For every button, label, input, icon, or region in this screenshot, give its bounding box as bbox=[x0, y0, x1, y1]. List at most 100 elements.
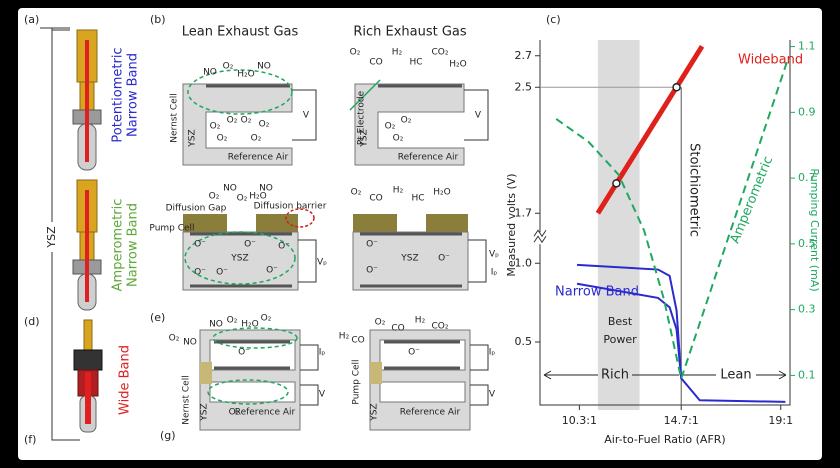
x-axis-label: Air-to-Fuel Ratio (AFR) bbox=[604, 433, 725, 446]
diagram-label: O₂ bbox=[227, 116, 238, 126]
panel-label: (b) bbox=[150, 13, 166, 26]
diagram-label: CO bbox=[351, 336, 364, 346]
diagram-label: NO bbox=[183, 338, 197, 348]
diagram-label: CO bbox=[369, 58, 382, 68]
y2-tick-label: 0.9 bbox=[798, 105, 816, 118]
diagram-title: Lean Exhaust Gas bbox=[182, 25, 299, 40]
diagram-label: O₂ bbox=[385, 122, 396, 132]
diagram-label: YSZ bbox=[200, 403, 210, 421]
marker bbox=[673, 84, 680, 91]
diagram-label: Nernst Cell bbox=[182, 375, 192, 424]
diagram-label: H₂O bbox=[241, 320, 258, 330]
diagram-label: O⁻ bbox=[278, 242, 290, 252]
series-label: Narrow Band bbox=[555, 285, 639, 300]
diagram-label: H₂O bbox=[433, 188, 450, 198]
diagram-label: HC bbox=[411, 194, 424, 204]
diagram-label: O₂ bbox=[241, 116, 252, 126]
diagram-label: O₂ bbox=[351, 188, 362, 198]
diagram-label: CO bbox=[369, 194, 382, 204]
diagram-label: CO bbox=[391, 324, 404, 334]
diagram-label: O⁻ bbox=[366, 240, 378, 250]
diagram-label: O₂ bbox=[223, 62, 234, 72]
diagram-label: O⁻ bbox=[438, 254, 450, 264]
diagram-label: CO₂ bbox=[432, 48, 449, 58]
diagram-label: YSZ bbox=[400, 254, 418, 264]
y-tick-label: 2.7 bbox=[515, 49, 533, 62]
diagram-label: O₂ bbox=[209, 192, 220, 202]
sensor-label: Amperometric bbox=[111, 199, 126, 292]
diagram-label: Iₚ bbox=[489, 348, 496, 358]
diagram-label: O₂ bbox=[350, 48, 361, 58]
diagram-label: Vₚ bbox=[317, 258, 327, 268]
diagram-label: O⁻ bbox=[194, 268, 206, 278]
diagram-label: O₂ bbox=[375, 318, 386, 328]
best-power-band bbox=[598, 40, 640, 410]
y2-tick-label: 1.1 bbox=[798, 40, 816, 53]
diagram-label: O₂ bbox=[227, 316, 238, 326]
diagram-label: H₂ bbox=[393, 186, 404, 196]
diagram-label: NO bbox=[257, 62, 271, 72]
diagram-label: H₂O bbox=[449, 60, 466, 70]
panel-label: (c) bbox=[546, 13, 561, 26]
diagram-label: O₂ bbox=[217, 134, 228, 144]
diagram-label: O₂ bbox=[169, 334, 180, 344]
diagram-label: Diffusion Gap bbox=[166, 204, 227, 214]
diagram-label: V bbox=[489, 390, 496, 400]
panel-label: (g) bbox=[160, 429, 176, 442]
sensor-label: Narrow Band bbox=[126, 203, 141, 287]
diagram-label: NO bbox=[203, 68, 217, 78]
diagram-label: Vₚ bbox=[489, 250, 499, 260]
diagram-label: O⁻ bbox=[366, 266, 378, 276]
annotation: Stoichiometric bbox=[687, 143, 702, 237]
diagram-label: Diffusion barrier bbox=[254, 202, 327, 212]
y-tick-label: 2.5 bbox=[515, 80, 533, 93]
diagram-label: Pump Cell bbox=[352, 359, 362, 404]
diagram-title: Rich Exhaust Gas bbox=[353, 25, 467, 40]
diagram-label: Reference Air bbox=[398, 153, 459, 163]
panel-label: (f) bbox=[24, 433, 36, 446]
x-tick-label: 10.3:1 bbox=[562, 414, 597, 427]
diagram-label: H₂ bbox=[339, 332, 350, 342]
series-label: Wideband bbox=[738, 53, 803, 68]
diagram-label: H₂ bbox=[415, 316, 426, 326]
y2-tick-label: 0.1 bbox=[798, 368, 816, 381]
diagram-label: NO bbox=[223, 184, 237, 194]
diagram-label: V bbox=[475, 111, 482, 121]
diagram-label: Iₚ bbox=[491, 268, 498, 278]
diagram-label: Iₚ bbox=[319, 348, 326, 358]
y-axis-label: Measured volts (V) bbox=[505, 173, 518, 276]
panel-label: (a) bbox=[24, 13, 39, 26]
sensor-label: Potentiometric bbox=[111, 47, 126, 142]
diagram-label: O₂ bbox=[210, 122, 221, 132]
diagram-label: O⁻ bbox=[216, 268, 228, 278]
diagram-label: HC bbox=[409, 58, 422, 68]
diagram-label: O⁻ bbox=[238, 348, 250, 358]
diagram-label: O⁻ bbox=[266, 266, 278, 276]
diagram-label: YSZ bbox=[188, 129, 198, 147]
diagram-label: CO₂ bbox=[432, 322, 449, 332]
page: (a) (b) (c) (d) (e) (f) (g) YSZ Potentio… bbox=[0, 0, 840, 468]
diagram-label: Reference Air bbox=[400, 408, 461, 418]
ysz-label: YSZ bbox=[45, 226, 58, 249]
annotation: Power bbox=[603, 333, 637, 346]
diagram-label: V bbox=[303, 111, 310, 121]
diagram-label: Nernst Cell bbox=[170, 93, 180, 142]
x-tick-label: 19:1 bbox=[768, 414, 793, 427]
diagram-label: O₂ bbox=[237, 194, 248, 204]
annotation: Lean bbox=[720, 368, 751, 383]
diagram-label: Pump Cell bbox=[149, 224, 194, 234]
diagram-label: YSZ bbox=[370, 403, 380, 421]
panel-label: (d) bbox=[24, 315, 40, 328]
diagram-label: V bbox=[319, 390, 326, 400]
sensor-label: Wide Band bbox=[118, 345, 133, 415]
diagram-label: O₂ bbox=[393, 134, 404, 144]
y-tick-label: 0.5 bbox=[515, 335, 533, 348]
x-tick-label: 14.7:1 bbox=[664, 414, 699, 427]
diagram-label: Reference Air bbox=[235, 408, 296, 418]
diagram-label: H₂ bbox=[392, 48, 403, 58]
diagram-label: YSZ bbox=[230, 254, 248, 264]
diagram-label: O₂ bbox=[261, 314, 272, 324]
figure: (a) (b) (c) (d) (e) (f) (g) YSZ Potentio… bbox=[0, 0, 840, 468]
diagram-label: NO bbox=[209, 320, 223, 330]
diagram-label: Reference Air bbox=[228, 153, 289, 163]
